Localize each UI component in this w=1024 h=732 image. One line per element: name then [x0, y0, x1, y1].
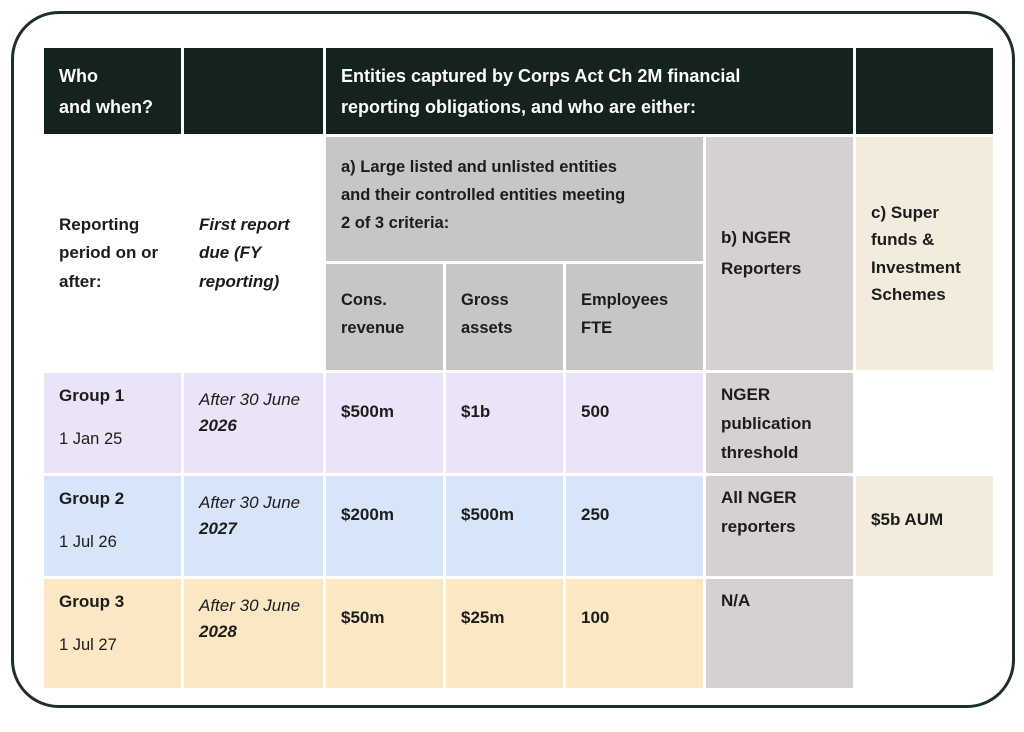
- due-prefix: After 30 June: [199, 390, 301, 409]
- nger-value: All NGER reporters: [706, 476, 854, 576]
- due-year: 2028: [199, 622, 237, 642]
- table-row-group-1: Group 1 1 Jan 25 After 30 June 2026 $500…: [44, 373, 994, 473]
- group-start-date: 1 Jul 26: [59, 533, 117, 552]
- due-year: 2027: [199, 519, 237, 539]
- header-row: Who and when? Entities captured by Corps…: [44, 48, 994, 134]
- cons-revenue-value: $200m: [326, 476, 443, 576]
- reporting-groups-table: Who and when? Entities captured by Corps…: [41, 45, 996, 691]
- super-funds-value: $5b AUM: [856, 476, 994, 576]
- header-who-when-cell: Who and when?: [44, 48, 181, 134]
- group-start-date: 1 Jan 25: [59, 430, 123, 449]
- due-prefix: After 30 June: [199, 596, 301, 615]
- cons-revenue-value: $500m: [326, 373, 443, 473]
- group-cell: Group 2 1 Jul 26: [44, 476, 181, 576]
- due-year: 2026: [199, 416, 237, 436]
- header-spacer-cell: [184, 48, 323, 134]
- employees-fte-value: 500: [566, 373, 703, 473]
- rounded-frame: Who and when? Entities captured by Corps…: [11, 11, 1015, 708]
- super-funds-header: c) Super funds & Investment Schemes: [856, 137, 994, 370]
- nger-value: NGER publication threshold: [706, 373, 854, 473]
- gross-assets-value: $25m: [446, 579, 563, 688]
- gross-assets-value: $500m: [446, 476, 563, 576]
- first-report-due-cell: After 30 June 2027: [184, 476, 323, 576]
- first-report-due-cell: After 30 June 2028: [184, 579, 323, 688]
- group-start-date: 1 Jul 27: [59, 636, 117, 655]
- group-name: Group 1: [59, 386, 125, 405]
- nger-value: N/A: [706, 579, 854, 688]
- group-cell: Group 1 1 Jan 25: [44, 373, 181, 473]
- reporting-period-header: Reporting period on or after:: [44, 137, 181, 370]
- gross-assets-header: Gross assets: [446, 264, 563, 370]
- first-report-due-header: First report due (FY reporting): [184, 137, 323, 370]
- nger-reporters-header: b) NGER Reporters: [706, 137, 854, 370]
- group-name: Group 2: [59, 489, 125, 508]
- cons-revenue-header: Cons. revenue: [326, 264, 443, 370]
- table-row-group-2: Group 2 1 Jul 26 After 30 June 2027 $200…: [44, 476, 994, 576]
- first-report-due-cell: After 30 June 2026: [184, 373, 323, 473]
- group-name: Group 3: [59, 592, 125, 611]
- employees-fte-value: 100: [566, 579, 703, 688]
- super-funds-value: [856, 579, 994, 688]
- header-entities-cell: Entities captured by Corps Act Ch 2M fin…: [326, 48, 854, 134]
- due-prefix: After 30 June: [199, 493, 301, 512]
- employees-fte-header: Employees FTE: [566, 264, 703, 370]
- employees-fte-value: 250: [566, 476, 703, 576]
- super-funds-value: [856, 373, 994, 473]
- header-super-spacer-cell: [856, 48, 994, 134]
- gross-assets-value: $1b: [446, 373, 563, 473]
- cons-revenue-value: $50m: [326, 579, 443, 688]
- group-cell: Group 3 1 Jul 27: [44, 579, 181, 688]
- subheader-row: Reporting period on or after: First repo…: [44, 137, 994, 370]
- criteria-columns-row: Cons. revenue Gross assets Employees FTE: [44, 264, 993, 370]
- table-row-group-3: Group 3 1 Jul 27 After 30 June 2028 $50m…: [44, 579, 994, 688]
- criteria-a-header: a) Large listed and unlisted entities an…: [326, 137, 703, 261]
